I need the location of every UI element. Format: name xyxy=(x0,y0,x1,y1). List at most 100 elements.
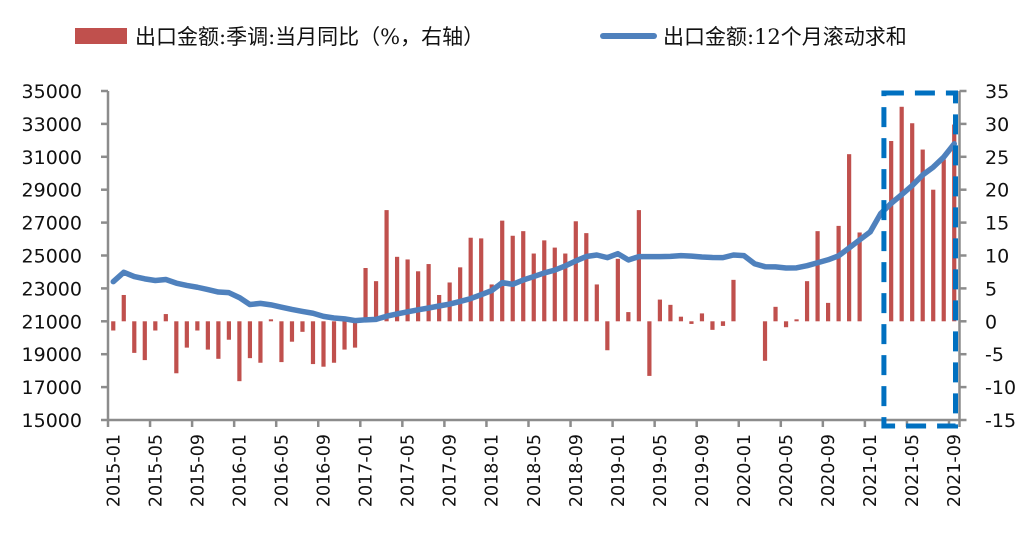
bar-2015-08 xyxy=(184,321,189,348)
bar-2016-12 xyxy=(352,321,358,348)
bar-2017-05 xyxy=(405,259,410,322)
left-axis-tick-label: 21000 xyxy=(22,311,82,333)
bar-2018-06 xyxy=(542,240,547,322)
bar-2016-04 xyxy=(268,319,274,322)
bar-2019-11 xyxy=(720,321,726,326)
annotations xyxy=(881,90,958,429)
bar-2019-08 xyxy=(689,321,694,324)
right-axis-tick-label: 0 xyxy=(985,311,997,333)
right-axis-tick-label: -15 xyxy=(985,410,1016,432)
bar-2020-04 xyxy=(773,306,778,322)
x-axis-tick-label: 2016-01 xyxy=(230,434,250,507)
x-axis-tick-label: 2018-01 xyxy=(483,434,503,507)
bar-2015-10 xyxy=(205,321,210,350)
bar-2015-11 xyxy=(216,321,221,359)
bar-2015-07 xyxy=(174,321,179,374)
bar-2019-12 xyxy=(731,279,736,322)
x-axis-tick-label: 2015-09 xyxy=(188,434,208,507)
x-axis-tick-label: 2016-09 xyxy=(315,434,335,507)
bar-2018-10 xyxy=(584,233,589,322)
bar-2020-09 xyxy=(826,302,831,322)
bar-2020-06 xyxy=(794,319,799,322)
left-axis-tick-label: 33000 xyxy=(22,114,82,136)
axes: 35000 33000 31000 29000 27000 25000 23000 21000… xyxy=(22,81,1017,507)
bar-2019-10 xyxy=(710,321,715,330)
bar-2016-07 xyxy=(300,321,305,332)
bar-2018-12 xyxy=(605,321,610,351)
bar-2021-05 xyxy=(910,123,915,322)
x-axis-tick-label: 2017-09 xyxy=(441,434,461,507)
x-axis-tick-label: 2020-09 xyxy=(819,434,839,507)
bar-2021-04 xyxy=(899,106,904,322)
bar-2016-10 xyxy=(331,321,337,363)
line-series xyxy=(110,141,957,324)
bar-2021-08 xyxy=(941,159,946,322)
bar-2018-05 xyxy=(531,253,536,322)
right-axis-tick-label: -5 xyxy=(985,344,1004,366)
bar-2017-01 xyxy=(363,268,368,322)
bar-2021-03 xyxy=(889,141,894,322)
bar-2016-06 xyxy=(289,321,295,342)
x-axis-tick-label: 2019-09 xyxy=(693,434,713,507)
right-axis-tick-label: 30 xyxy=(985,114,1009,136)
legend-swatch-bar xyxy=(75,28,127,44)
legend-item-line: 出口金额:12个月滚动求和 xyxy=(600,18,907,54)
bar-2017-06 xyxy=(416,271,421,322)
legend-label-line: 出口金额:12个月滚动求和 xyxy=(663,25,907,49)
right-axis-tick-label: 20 xyxy=(985,180,1009,202)
bar-2017-12 xyxy=(479,238,484,322)
bar-2018-08 xyxy=(563,253,568,322)
x-axis-tick-label: 2015-05 xyxy=(146,434,166,507)
x-axis-tick-label: 2015-01 xyxy=(104,434,124,507)
bar-2016-08 xyxy=(310,321,316,365)
legend-label-bar: 出口金额:季调:当月同比（%，右轴） xyxy=(135,25,485,49)
bar-2015-06 xyxy=(163,314,168,322)
bar-2016-05 xyxy=(279,321,284,363)
bar-2017-02 xyxy=(373,281,379,322)
x-axis-tick-label: 2019-01 xyxy=(609,434,629,507)
highlight-box-2021 xyxy=(881,90,958,429)
bar-2020-12 xyxy=(857,232,862,322)
x-axis-tick-label: 2017-01 xyxy=(357,434,377,507)
bar-2020-10 xyxy=(836,225,841,322)
bar-2019-06 xyxy=(668,304,673,322)
left-axis-tick-label: 25000 xyxy=(22,246,82,268)
bar-2019-02 xyxy=(626,312,631,322)
bar-2018-02 xyxy=(500,220,505,322)
bar-2015-01 xyxy=(111,321,116,331)
bar-2015-05 xyxy=(153,321,158,331)
bar-2018-09 xyxy=(573,221,578,322)
bar-2017-04 xyxy=(394,256,400,322)
legend-item-bar: 出口金额:季调:当月同比（%，右轴） xyxy=(75,18,484,54)
x-axis-tick-label: 2018-09 xyxy=(567,434,587,507)
left-axis-tick-label: 19000 xyxy=(22,344,82,366)
bar-2015-02 xyxy=(121,294,126,322)
x-axis-tick-label: 2020-05 xyxy=(777,434,797,507)
left-axis-tick-label: 17000 xyxy=(22,377,82,399)
right-axis-tick-label: 10 xyxy=(985,246,1009,268)
bar-2015-03 xyxy=(132,321,137,353)
x-axis-tick-label: 2016-05 xyxy=(272,434,292,507)
bar-2017-07 xyxy=(426,264,431,322)
bar-series xyxy=(111,106,957,382)
left-axis-tick-label: 35000 xyxy=(22,81,82,103)
right-axis-tick-label: 25 xyxy=(985,147,1009,169)
bar-2018-11 xyxy=(594,284,599,322)
bar-2019-01 xyxy=(615,258,620,322)
bar-2019-04 xyxy=(647,321,652,376)
bar-2019-07 xyxy=(678,316,684,322)
legend-swatch-line xyxy=(600,33,657,39)
bar-2020-03 xyxy=(762,321,768,361)
left-axis-tick-label: 15000 xyxy=(22,410,82,432)
bar-2020-11 xyxy=(847,154,852,322)
bar-2016-03 xyxy=(258,321,263,363)
x-axis-tick-label: 2019-05 xyxy=(651,434,671,507)
bar-2020-07 xyxy=(804,281,810,322)
x-axis-tick-label: 2017-05 xyxy=(399,434,419,507)
bar-2017-11 xyxy=(468,237,473,322)
left-axis-tick-label: 23000 xyxy=(22,278,82,300)
bar-2018-04 xyxy=(521,231,526,322)
bar-2016-11 xyxy=(342,321,347,350)
bar-2018-03 xyxy=(510,235,515,322)
x-axis-tick-label: 2020-01 xyxy=(735,434,755,507)
